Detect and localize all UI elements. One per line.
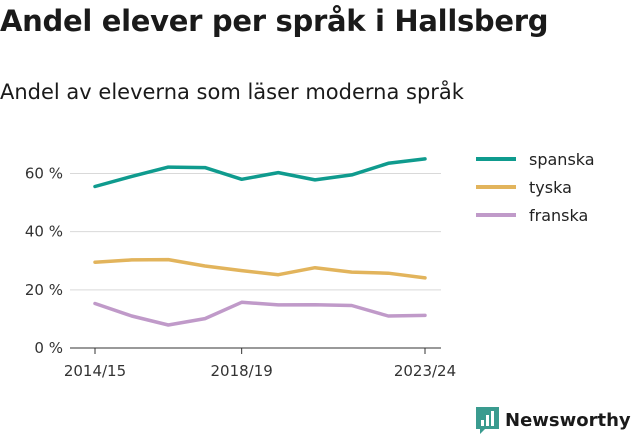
legend: spanska tyska franska bbox=[476, 150, 595, 225]
series-line-spanska bbox=[93, 157, 427, 189]
legend-label-tyska: tyska bbox=[529, 178, 572, 197]
x-tick-label: 2018/19 bbox=[211, 362, 273, 380]
chart-subtitle: Andel av eleverna som läser moderna språ… bbox=[0, 80, 464, 104]
legend-label-franska: franska bbox=[529, 206, 588, 225]
y-tick-label: 40 % bbox=[25, 223, 63, 241]
legend-label-spanska: spanska bbox=[529, 150, 595, 169]
series-line-tyska bbox=[93, 257, 427, 280]
series-lines bbox=[93, 157, 427, 327]
chart-title: Andel elever per språk i Hallsberg bbox=[0, 4, 549, 38]
series-line-franska bbox=[93, 300, 427, 327]
x-tick-label: 2014/15 bbox=[64, 362, 126, 380]
y-tick-label: 60 % bbox=[25, 164, 63, 182]
y-tick-label: 0 % bbox=[34, 339, 63, 357]
brand-name: Newsworthy bbox=[505, 410, 631, 431]
newsworthy-logo-icon bbox=[476, 407, 499, 434]
newsworthy-brand: Newsworthy bbox=[476, 407, 631, 434]
x-tick-label: 2023/24 bbox=[394, 362, 456, 380]
y-tick-label: 20 % bbox=[25, 281, 63, 299]
gridlines bbox=[70, 172, 441, 291]
y-axis-ticks: 0 % 20 % 40 % 60 % bbox=[25, 164, 63, 357]
x-axis: 2014/15 2018/19 2023/24 bbox=[64, 347, 456, 380]
